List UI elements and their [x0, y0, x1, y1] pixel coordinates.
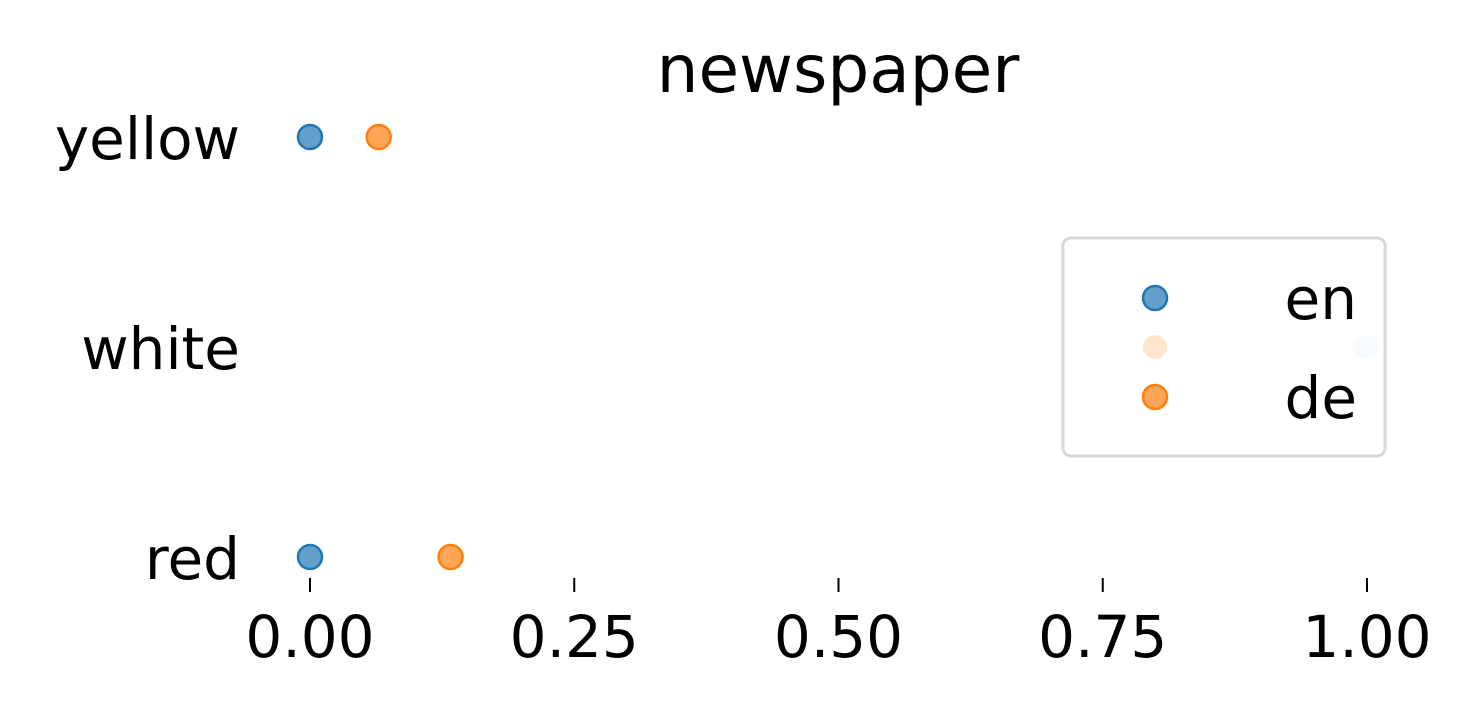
y-axis-labels: yellow white red [55, 105, 240, 593]
chart-title: newspaper [657, 31, 1021, 108]
point-en-yellow [296, 123, 324, 151]
x-tick-label: 0.25 [510, 603, 639, 671]
x-tick-label: 0.50 [774, 603, 903, 671]
y-label-yellow: yellow [55, 105, 240, 173]
legend-label-en: en [1285, 265, 1357, 333]
legend: en de [1061, 236, 1387, 458]
x-tick-label: 0.00 [245, 603, 374, 671]
data-points [296, 123, 464, 571]
legend-marker-de [1141, 383, 1169, 411]
y-label-white: white [81, 315, 240, 383]
x-axis: 0.00 0.25 0.50 0.75 1.00 [245, 578, 1432, 671]
y-label-red: red [145, 525, 240, 593]
x-tick-label: 1.00 [1302, 603, 1431, 671]
x-tick-label: 0.75 [1038, 603, 1167, 671]
point-en-red [296, 543, 324, 571]
point-de-yellow [365, 123, 392, 151]
point-de-red [437, 543, 464, 571]
legend-label-de: de [1285, 364, 1358, 432]
legend-marker-blank [1143, 335, 1167, 359]
legend-items: en de [1141, 265, 1358, 432]
legend-marker-en [1141, 284, 1169, 312]
